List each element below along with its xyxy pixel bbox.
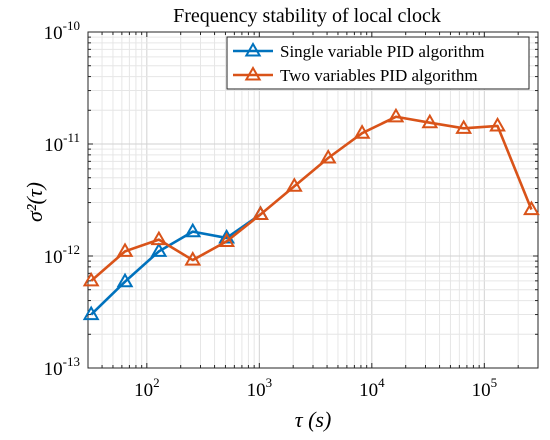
series-line — [90, 213, 262, 316]
data-point — [150, 242, 168, 257]
legend-label: Two variables PID algorithm — [280, 66, 478, 85]
data-point — [184, 222, 202, 238]
legend-marker — [244, 41, 262, 57]
x-axis-label: τ (s) — [295, 407, 332, 432]
data-point — [252, 205, 269, 220]
legend-marker — [244, 65, 262, 81]
series-2 — [82, 107, 540, 287]
x-tick-label: 104 — [359, 375, 385, 401]
x-tick-label: 105 — [472, 375, 498, 401]
data-point — [82, 271, 100, 287]
data-point — [116, 272, 134, 288]
data-point — [285, 177, 303, 192]
data-point — [319, 148, 337, 164]
chart-title: Frequency stability of local clock — [173, 5, 441, 27]
x-tick-label: 103 — [247, 375, 273, 401]
data-point — [523, 200, 540, 216]
data-point — [82, 305, 100, 321]
data-point — [353, 124, 371, 139]
data-point — [455, 119, 473, 134]
y-tick-label: 10-13 — [44, 354, 80, 380]
y-axis-label: σ²(τ) — [22, 182, 47, 222]
y-tick-label: 10-11 — [44, 130, 80, 156]
y-tick-label: 10-12 — [44, 242, 80, 268]
series-layer — [82, 107, 540, 321]
x-tick-label: 102 — [134, 375, 160, 401]
axis-ticks: 102 103 104 105 10-13 10-12 10-11 10-10 — [44, 18, 539, 401]
data-point — [421, 113, 439, 129]
data-point — [218, 232, 235, 247]
data-point — [387, 107, 405, 123]
data-point — [489, 116, 506, 132]
legend-box — [226, 36, 530, 90]
legend-label: Single variable PID algorithm — [280, 42, 484, 61]
data-point — [184, 251, 202, 266]
y-tick-label: 10-10 — [44, 18, 80, 44]
legend: Single variable PID algorithm Two variabl… — [226, 36, 530, 90]
data-point — [150, 230, 168, 246]
data-point — [116, 242, 134, 257]
